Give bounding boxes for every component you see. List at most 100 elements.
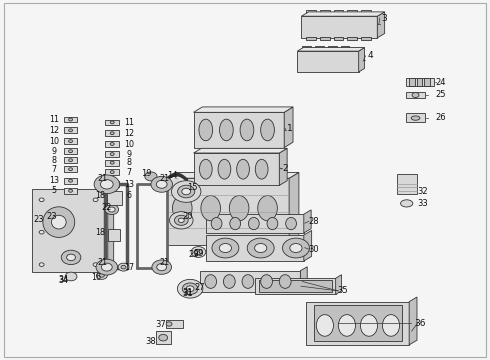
Ellipse shape bbox=[172, 195, 192, 221]
Ellipse shape bbox=[258, 195, 277, 221]
Polygon shape bbox=[336, 275, 342, 294]
Text: 6: 6 bbox=[126, 191, 131, 199]
Ellipse shape bbox=[96, 259, 118, 275]
Bar bbox=[334, 37, 343, 40]
Bar bbox=[64, 157, 77, 163]
Text: 29: 29 bbox=[193, 249, 204, 258]
Ellipse shape bbox=[94, 175, 120, 194]
Text: 12: 12 bbox=[49, 126, 59, 135]
Ellipse shape bbox=[69, 189, 73, 192]
Bar bbox=[105, 160, 119, 166]
Text: 17: 17 bbox=[124, 263, 134, 272]
Bar bbox=[406, 92, 425, 98]
Ellipse shape bbox=[69, 118, 73, 121]
Ellipse shape bbox=[255, 244, 267, 253]
Ellipse shape bbox=[159, 334, 168, 341]
Ellipse shape bbox=[195, 249, 202, 255]
Bar bbox=[156, 331, 171, 344]
Bar bbox=[64, 127, 77, 133]
Bar bbox=[167, 178, 289, 245]
Text: 16: 16 bbox=[91, 274, 101, 282]
Ellipse shape bbox=[174, 215, 188, 225]
Ellipse shape bbox=[110, 183, 114, 186]
Bar bbox=[306, 10, 316, 16]
Bar bbox=[194, 112, 284, 148]
Text: 18: 18 bbox=[96, 228, 105, 237]
Ellipse shape bbox=[182, 188, 191, 195]
Bar bbox=[406, 113, 425, 122]
Text: 23: 23 bbox=[33, 215, 44, 224]
Text: 25: 25 bbox=[436, 90, 446, 99]
Text: 3: 3 bbox=[382, 14, 388, 23]
Ellipse shape bbox=[110, 161, 114, 164]
Bar bbox=[306, 37, 316, 40]
Bar bbox=[105, 130, 119, 136]
Ellipse shape bbox=[279, 275, 291, 288]
Text: 35: 35 bbox=[338, 287, 348, 295]
Text: 9: 9 bbox=[51, 147, 56, 156]
Text: 5: 5 bbox=[51, 186, 56, 195]
Bar bbox=[315, 46, 324, 51]
Ellipse shape bbox=[65, 272, 77, 281]
Ellipse shape bbox=[177, 185, 195, 198]
Ellipse shape bbox=[240, 119, 254, 141]
Polygon shape bbox=[297, 48, 365, 51]
Ellipse shape bbox=[152, 260, 172, 274]
Ellipse shape bbox=[229, 195, 249, 221]
Polygon shape bbox=[279, 148, 287, 185]
Ellipse shape bbox=[218, 159, 231, 179]
Ellipse shape bbox=[261, 119, 274, 141]
Ellipse shape bbox=[247, 238, 274, 258]
Ellipse shape bbox=[248, 217, 259, 230]
Polygon shape bbox=[300, 267, 307, 292]
Text: 38: 38 bbox=[146, 337, 156, 346]
Bar bbox=[259, 280, 332, 292]
Ellipse shape bbox=[411, 116, 420, 120]
Text: 19: 19 bbox=[141, 169, 151, 178]
Ellipse shape bbox=[110, 153, 114, 156]
Bar bbox=[297, 51, 359, 72]
Text: 8: 8 bbox=[51, 156, 56, 165]
Ellipse shape bbox=[261, 275, 272, 288]
Polygon shape bbox=[194, 148, 287, 153]
Ellipse shape bbox=[67, 254, 75, 261]
Ellipse shape bbox=[199, 119, 213, 141]
Bar bbox=[64, 178, 77, 184]
Text: 10: 10 bbox=[124, 140, 134, 149]
Ellipse shape bbox=[237, 159, 249, 179]
Ellipse shape bbox=[69, 150, 73, 153]
Polygon shape bbox=[304, 230, 312, 261]
Ellipse shape bbox=[401, 200, 413, 207]
Bar bbox=[361, 37, 371, 40]
Text: 34: 34 bbox=[59, 276, 69, 284]
Text: 2: 2 bbox=[283, 164, 289, 173]
Ellipse shape bbox=[69, 129, 73, 132]
Ellipse shape bbox=[110, 194, 114, 197]
Text: 28: 28 bbox=[308, 217, 319, 226]
Text: 13: 13 bbox=[49, 176, 59, 185]
Ellipse shape bbox=[156, 180, 167, 188]
Ellipse shape bbox=[69, 168, 73, 171]
Text: 12: 12 bbox=[124, 129, 134, 138]
Ellipse shape bbox=[61, 250, 81, 265]
Ellipse shape bbox=[382, 315, 400, 336]
Ellipse shape bbox=[110, 143, 114, 145]
Bar bbox=[107, 191, 122, 205]
Ellipse shape bbox=[219, 244, 231, 253]
Ellipse shape bbox=[242, 275, 254, 288]
Ellipse shape bbox=[182, 283, 198, 294]
Polygon shape bbox=[284, 107, 293, 148]
Bar bbox=[64, 138, 77, 144]
Text: 1: 1 bbox=[287, 124, 293, 133]
Ellipse shape bbox=[212, 238, 239, 258]
Text: 29: 29 bbox=[188, 251, 199, 259]
Ellipse shape bbox=[317, 315, 333, 336]
Text: 11: 11 bbox=[49, 115, 59, 124]
Polygon shape bbox=[108, 185, 114, 272]
Bar bbox=[105, 120, 119, 125]
Ellipse shape bbox=[191, 247, 206, 257]
Text: 34: 34 bbox=[59, 275, 69, 284]
Ellipse shape bbox=[97, 271, 107, 279]
Ellipse shape bbox=[255, 159, 268, 179]
Ellipse shape bbox=[339, 315, 356, 336]
